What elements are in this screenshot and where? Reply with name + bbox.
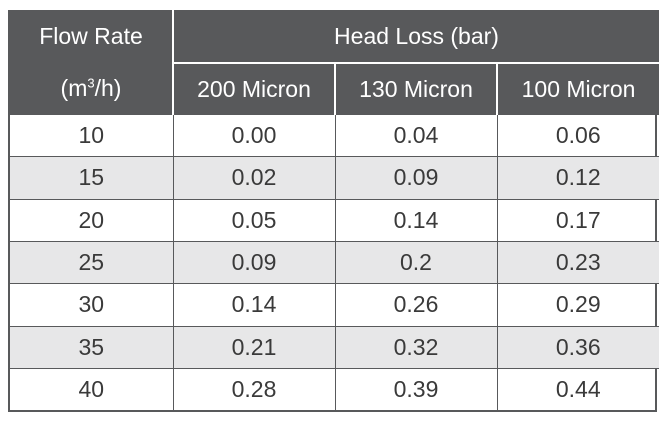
head-loss-130-cell: 0.26 xyxy=(335,283,498,327)
head-loss-table: Flow Rate Head Loss (bar) (m3/h) 200 Mic… xyxy=(10,10,660,410)
flow-rate-cell: 15 xyxy=(10,156,174,200)
head-loss-200-cell: 0.09 xyxy=(173,240,336,284)
flow-rate-cell: 40 xyxy=(10,367,174,410)
head-loss-header: Head Loss (bar) xyxy=(173,10,660,64)
header-row-top: Flow Rate Head Loss (bar) xyxy=(10,10,660,64)
flow-rate-cell: 30 xyxy=(10,283,174,327)
head-loss-200-cell: 0.21 xyxy=(173,325,336,369)
head-loss-200-cell: 0.02 xyxy=(173,156,336,200)
head-loss-200-cell: 0.14 xyxy=(173,283,336,327)
head-loss-200-cell: 0.00 xyxy=(173,113,336,157)
flow-rate-cell: 35 xyxy=(10,325,174,369)
column-header-100-micron: 100 Micron xyxy=(497,63,660,115)
flow-rate-cell: 25 xyxy=(10,240,174,284)
column-header-130-micron: 130 Micron xyxy=(335,63,498,115)
table-row: 40 0.28 0.39 0.44 xyxy=(10,367,660,410)
head-loss-130-cell: 0.32 xyxy=(335,325,498,369)
unit-prefix: (m xyxy=(60,75,88,101)
unit-suffix: /h) xyxy=(94,75,122,101)
head-loss-100-cell: 0.17 xyxy=(497,198,660,242)
table-row: 35 0.21 0.32 0.36 xyxy=(10,325,660,369)
table-row: 10 0.00 0.04 0.06 xyxy=(10,113,660,157)
flow-rate-header: Flow Rate xyxy=(10,10,174,63)
head-loss-200-cell: 0.05 xyxy=(173,198,336,242)
head-loss-130-cell: 0.2 xyxy=(335,240,498,284)
unit-exponent: 3 xyxy=(87,75,95,91)
table-row: 15 0.02 0.09 0.12 xyxy=(10,156,660,200)
header-row-sub: (m3/h) 200 Micron 130 Micron 100 Micron xyxy=(10,63,660,115)
table-row: 30 0.14 0.26 0.29 xyxy=(10,283,660,327)
flow-rate-unit-header: (m3/h) xyxy=(10,63,174,115)
head-loss-130-cell: 0.14 xyxy=(335,198,498,242)
flow-rate-cell: 10 xyxy=(10,113,174,157)
head-loss-table-container: Flow Rate Head Loss (bar) (m3/h) 200 Mic… xyxy=(8,10,660,412)
flow-rate-cell: 20 xyxy=(10,198,174,242)
head-loss-200-cell: 0.28 xyxy=(173,367,336,410)
head-loss-100-cell: 0.36 xyxy=(497,325,660,369)
table-row: 20 0.05 0.14 0.17 xyxy=(10,198,660,242)
head-loss-130-cell: 0.09 xyxy=(335,156,498,200)
head-loss-100-cell: 0.44 xyxy=(497,367,660,410)
head-loss-100-cell: 0.12 xyxy=(497,156,660,200)
head-loss-100-cell: 0.29 xyxy=(497,283,660,327)
head-loss-100-cell: 0.23 xyxy=(497,240,660,284)
table-row: 25 0.09 0.2 0.23 xyxy=(10,240,660,284)
head-loss-130-cell: 0.39 xyxy=(335,367,498,410)
head-loss-100-cell: 0.06 xyxy=(497,113,660,157)
column-header-200-micron: 200 Micron xyxy=(173,63,336,115)
head-loss-130-cell: 0.04 xyxy=(335,113,498,157)
